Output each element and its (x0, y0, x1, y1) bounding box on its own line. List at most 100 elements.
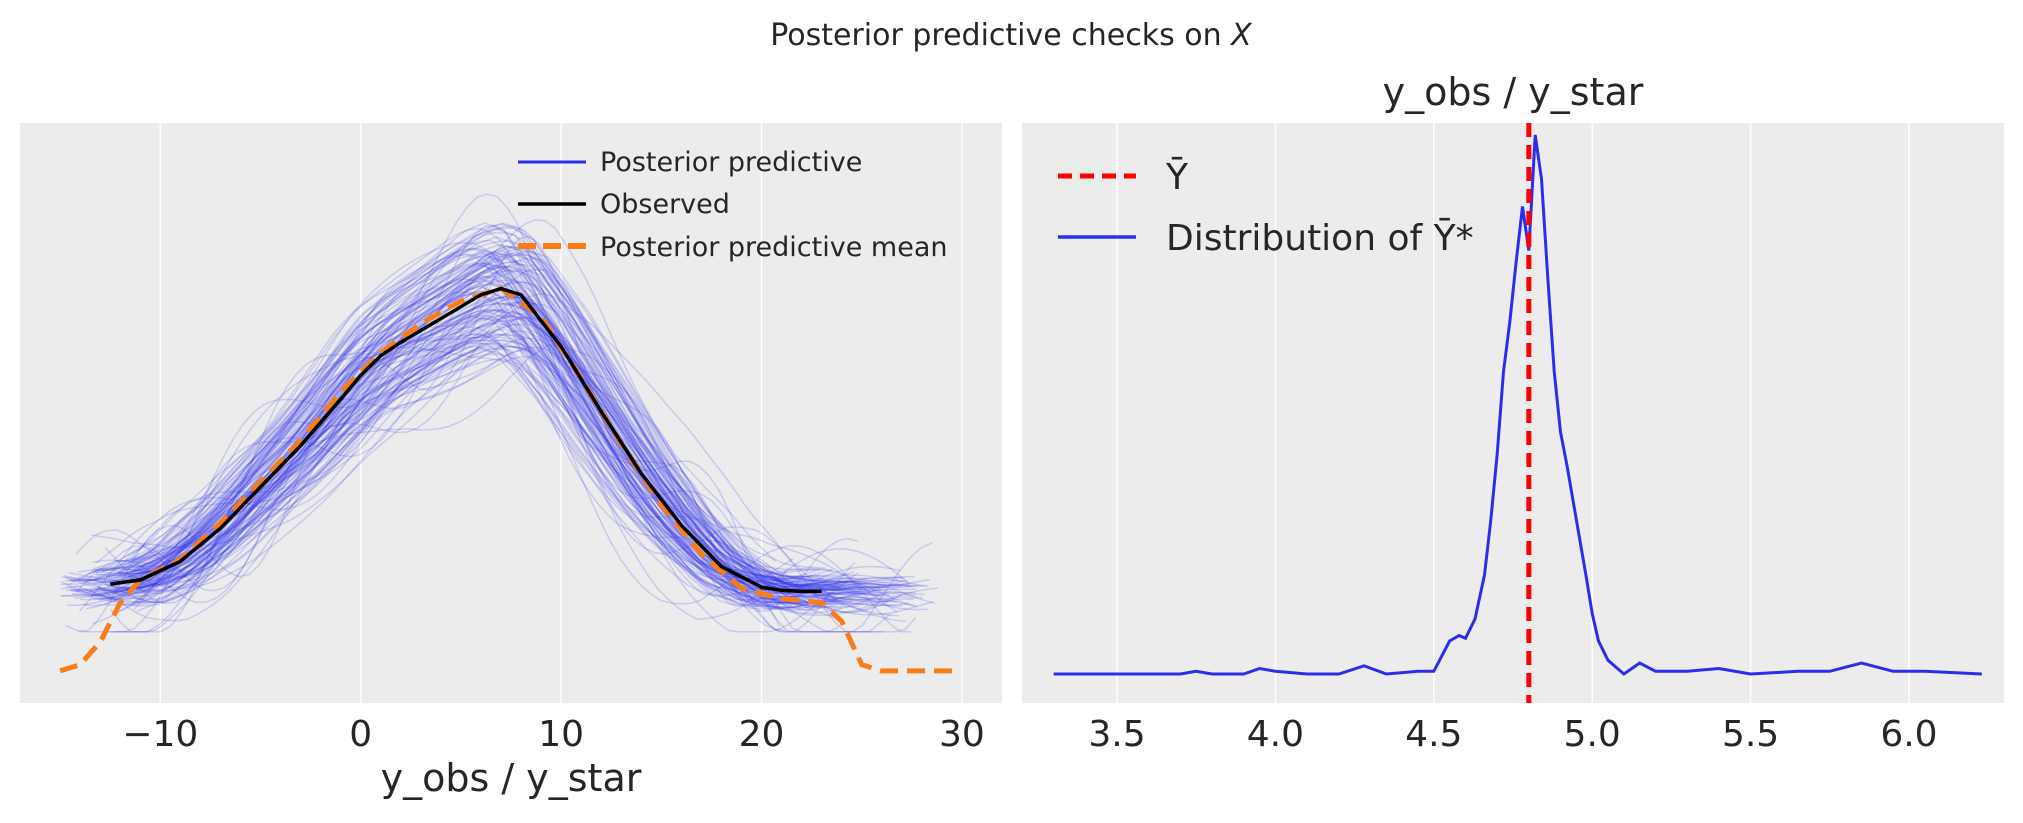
posterior-predictive-sample (65, 268, 908, 599)
legend-label-distribution: Distribution of Ȳ* (1166, 218, 1474, 259)
posterior-predictive-sample (78, 268, 880, 589)
posterior-predictive-sample (133, 342, 836, 604)
posterior-predictive-sample (107, 344, 890, 633)
posterior-predictive-sample (63, 303, 936, 605)
x-tick-label: −10 (122, 714, 198, 755)
posterior-predictive-sample (131, 349, 934, 616)
posterior-predictive-sample (139, 333, 842, 609)
posterior-predictive-sample (131, 249, 794, 605)
posterior-predictive-sample (110, 264, 933, 633)
posterior-predictive-sample (114, 225, 917, 633)
observed-line (109, 286, 822, 594)
posterior-predictive-sample (93, 308, 816, 612)
posterior-predictive-sample (122, 257, 825, 591)
left-gridlines (159, 123, 963, 703)
posterior-predictive-sample (133, 291, 915, 604)
posterior-predictive-sample (133, 302, 916, 607)
x-tick-label: 5.5 (1722, 714, 1779, 755)
posterior-predictive-sample (88, 270, 821, 580)
posterior-predictive-sample (86, 326, 939, 617)
posterior-predictive-sample (91, 332, 894, 603)
x-tick-label: 5.0 (1564, 714, 1621, 755)
x-tick-label: 0 (349, 714, 372, 755)
x-tick-label: 4.0 (1247, 714, 1304, 755)
posterior-predictive-sample (71, 342, 914, 606)
x-tick-label: 3.5 (1088, 714, 1145, 755)
posterior-predictive-sample (88, 347, 881, 608)
right-legend: Ȳ Distribution of Ȳ* (1058, 157, 1474, 259)
x-tick-label: 30 (939, 714, 985, 755)
posterior-predictive-sample (94, 228, 777, 579)
posterior-predictive-sample (80, 348, 903, 607)
posterior-predictive-sample (114, 262, 787, 598)
posterior-predictive-sample (118, 239, 931, 591)
right-series-lines (1053, 123, 1982, 703)
posterior-predictive-sample (127, 266, 840, 592)
left-series-lines (59, 285, 952, 674)
posterior-predictive-sample (122, 227, 855, 589)
posterior-predictive-sample (133, 344, 816, 604)
posterior-predictive-sample (125, 236, 828, 583)
posterior-predictive-sample (106, 245, 849, 586)
posterior-predictive-sample (117, 250, 910, 586)
posterior-predictive-sample (118, 282, 860, 594)
posterior-predictive-sample (129, 255, 912, 588)
posterior-predictive-sample (75, 312, 839, 633)
posterior-predictive-sample (124, 295, 917, 596)
posterior-predictive-sample (103, 265, 806, 595)
posterior-predictive-sample (111, 323, 853, 593)
posterior-predictive-sample (108, 345, 820, 610)
posterior-predictive-sample (86, 281, 778, 594)
posterior-predictive-sample (127, 278, 790, 592)
posterior-predictive-sample (118, 244, 800, 581)
posterior-predictive-sample (127, 358, 779, 611)
posterior-predictive-sample (133, 253, 845, 586)
posterior-predictive-sample (64, 339, 817, 604)
posterior-predictive-sample (107, 317, 900, 617)
posterior-predictive-sample (126, 330, 909, 606)
legend-label-pp-mean: Posterior predictive mean (600, 232, 947, 263)
posterior-predictive-sample (65, 316, 778, 591)
posterior-predictive-sample (139, 336, 902, 614)
posterior-predictive-sample (66, 342, 869, 607)
posterior-predictive-sample (96, 252, 859, 633)
posterior-predictive-sample (133, 253, 826, 586)
posterior-predictive-sample (92, 292, 845, 625)
right-panel: y_obs / y_star 3.5 4.0 4.5 5.0 5.5 6.0 Ȳ Dis… (1022, 70, 2004, 755)
x-tick-label: 20 (739, 714, 785, 755)
posterior-predictive-sample (78, 235, 781, 633)
posterior-predictive-sample (101, 260, 804, 578)
posterior-predictive-sample (112, 288, 785, 589)
posterior-predictive-sample (130, 223, 833, 572)
posterior-predictive-sample (113, 258, 886, 586)
left-tick-labels: −10 0 10 20 30 (122, 714, 985, 755)
posterior-predictive-sample (74, 345, 806, 602)
posterior-predictive-sample (61, 241, 833, 591)
x-tick-label: 6.0 (1880, 714, 1937, 755)
right-gridlines (1116, 123, 1910, 703)
posterior-predictive-sample (91, 281, 844, 605)
posterior-predictive-sample (85, 313, 888, 615)
posterior-predictive-sample (136, 273, 869, 595)
right-axes-background (1022, 123, 2004, 703)
posterior-predictive-sample (105, 353, 917, 610)
posterior-predictive-sample (91, 322, 884, 633)
left-legend: Posterior predictive Observed Posterior … (518, 147, 947, 263)
posterior-predictive-sample (128, 262, 811, 587)
posterior-predictive-sample (123, 225, 905, 580)
posterior-predictive-sample (135, 303, 798, 604)
suptitle: Posterior predictive checks on X (770, 18, 1253, 53)
posterior-predictive-sample (111, 301, 873, 600)
posterior-predictive-sample (65, 346, 898, 633)
x-tick-label: 10 (538, 714, 584, 755)
suptitle-variable: X (1229, 18, 1253, 53)
posterior-predictive-sample (131, 222, 904, 586)
posterior-predictive-sample (75, 193, 858, 612)
posterior-predictive-sample (118, 240, 821, 583)
left-panel: −10 0 10 20 30 y_obs / y_star Posterior pred… (20, 123, 1002, 800)
posterior-predictive-sample (84, 245, 777, 587)
posterior-predictive-sample (95, 308, 847, 601)
posterior-predictive-sample (94, 315, 847, 596)
posterior-predictive-sample (136, 346, 839, 619)
